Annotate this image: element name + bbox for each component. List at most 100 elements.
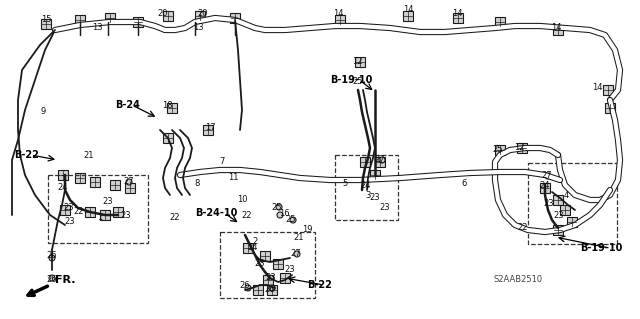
Text: 23: 23 (64, 203, 74, 211)
Bar (60, 205, 70, 215)
Text: 7: 7 (220, 158, 225, 167)
Bar (335, 155, 398, 220)
Text: 24: 24 (248, 242, 259, 251)
Text: S2AAB2510: S2AAB2510 (494, 276, 543, 285)
Text: 12: 12 (352, 56, 362, 65)
Text: 23: 23 (554, 211, 564, 219)
Circle shape (277, 212, 283, 218)
Text: B-19-10: B-19-10 (330, 75, 372, 85)
Bar (100, 210, 110, 220)
Circle shape (126, 179, 132, 185)
Text: 14: 14 (592, 84, 602, 93)
Bar (553, 25, 563, 35)
Text: 21: 21 (84, 152, 94, 160)
Text: 22: 22 (170, 213, 180, 222)
Bar (58, 170, 68, 180)
Text: B-24: B-24 (115, 100, 140, 110)
Bar (560, 205, 570, 215)
Bar (553, 195, 563, 205)
Text: 20: 20 (157, 10, 168, 19)
Text: 8: 8 (195, 180, 200, 189)
Bar (260, 251, 270, 261)
Text: 25: 25 (493, 145, 503, 154)
Text: 5: 5 (342, 179, 348, 188)
Bar (167, 103, 177, 113)
Text: 23: 23 (266, 273, 276, 283)
Bar (195, 11, 205, 21)
Text: 9: 9 (40, 108, 45, 116)
Text: 23: 23 (121, 211, 131, 220)
Text: 23: 23 (65, 218, 76, 226)
Bar (163, 11, 173, 21)
Text: 26: 26 (265, 285, 275, 293)
Bar (375, 157, 385, 167)
Text: 10: 10 (237, 196, 247, 204)
Text: 23: 23 (370, 192, 380, 202)
Bar (133, 17, 143, 27)
Bar (528, 163, 617, 244)
Bar (41, 19, 51, 29)
Bar (453, 13, 463, 23)
Text: 22: 22 (242, 211, 252, 219)
Text: 14: 14 (551, 24, 561, 33)
Text: B-22: B-22 (14, 150, 39, 160)
Text: 27: 27 (541, 170, 552, 180)
Text: 15: 15 (41, 16, 51, 25)
Bar (48, 175, 148, 243)
Text: B-19-10: B-19-10 (580, 243, 622, 253)
Bar (403, 11, 413, 21)
Bar (335, 15, 345, 25)
Circle shape (545, 173, 551, 179)
Bar (605, 103, 615, 113)
Text: 14: 14 (403, 5, 413, 14)
Text: 23: 23 (255, 258, 266, 268)
Text: 18: 18 (162, 101, 172, 110)
Bar (230, 13, 240, 23)
Text: 20: 20 (198, 10, 208, 19)
Text: 13: 13 (92, 24, 102, 33)
Text: B-24-10: B-24-10 (195, 208, 237, 218)
Text: 23: 23 (285, 265, 295, 275)
Text: 22: 22 (74, 207, 84, 217)
Text: 27: 27 (124, 176, 134, 186)
Text: 25: 25 (285, 216, 296, 225)
Bar (603, 85, 613, 95)
Circle shape (290, 217, 296, 223)
Text: 16: 16 (278, 209, 289, 218)
Bar (220, 232, 315, 298)
Bar (253, 285, 263, 295)
Circle shape (269, 285, 275, 291)
Text: 27: 27 (374, 155, 385, 165)
Bar (517, 143, 527, 153)
Bar (273, 259, 283, 269)
Circle shape (276, 204, 282, 210)
Bar (163, 133, 173, 143)
Text: 24: 24 (540, 182, 550, 190)
Text: 2: 2 (252, 238, 258, 247)
Circle shape (294, 251, 300, 257)
Bar (567, 217, 577, 227)
Text: 23: 23 (102, 197, 113, 206)
Text: 11: 11 (228, 174, 238, 182)
Text: 6: 6 (461, 179, 467, 188)
Bar (113, 207, 123, 217)
Circle shape (49, 275, 55, 281)
Circle shape (49, 255, 55, 261)
Bar (75, 173, 85, 183)
Bar (370, 170, 380, 180)
Bar (85, 207, 95, 217)
Text: 4: 4 (563, 190, 568, 199)
Bar (110, 180, 120, 190)
Text: 22: 22 (518, 224, 528, 233)
Text: 14: 14 (333, 10, 343, 19)
Text: 24: 24 (361, 181, 371, 189)
Text: 3: 3 (365, 191, 371, 201)
Text: B-22: B-22 (307, 280, 332, 290)
Text: 19: 19 (301, 225, 312, 234)
Text: 14: 14 (452, 10, 462, 19)
Text: 23: 23 (380, 203, 390, 211)
Bar (243, 243, 253, 253)
Text: 1: 1 (97, 213, 102, 222)
Text: 27: 27 (291, 249, 301, 257)
Text: 26: 26 (240, 281, 250, 291)
